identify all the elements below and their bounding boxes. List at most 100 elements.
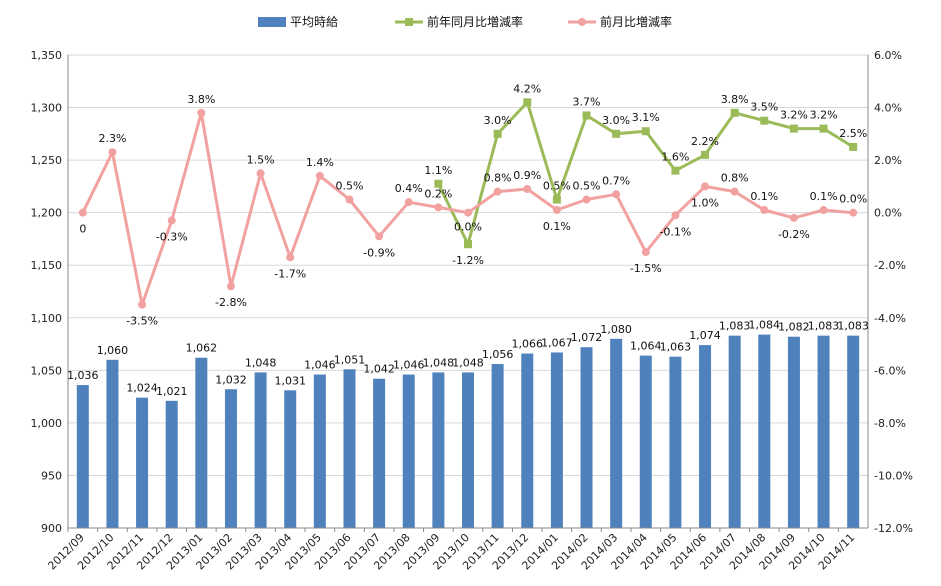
square-marker <box>849 142 858 151</box>
line-value-label: 4.2% <box>513 82 541 95</box>
bar-value-label: 1,046 <box>393 359 425 372</box>
circle-marker <box>701 182 710 191</box>
y-left-tick-label: 1,050 <box>31 364 63 377</box>
line-value-label: 0.5% <box>336 180 364 193</box>
bar-value-label: 1,066 <box>512 338 544 351</box>
circle-marker <box>286 253 295 262</box>
bar <box>165 400 178 528</box>
bar <box>313 374 326 528</box>
line-value-label: 0.5% <box>543 180 571 193</box>
square-marker <box>671 166 680 175</box>
square-marker <box>760 116 769 125</box>
line-value-label: 1.6% <box>661 151 689 164</box>
bar-value-label: 1,046 <box>304 359 336 372</box>
square-marker <box>730 108 739 117</box>
line-value-label: 0.7% <box>602 174 630 187</box>
bar-value-label: 1,021 <box>156 385 188 398</box>
circle-marker <box>138 300 147 309</box>
line-value-label: 0.0% <box>839 193 867 206</box>
circle-marker <box>315 171 324 180</box>
line-value-label: -1.7% <box>274 267 306 280</box>
circle-marker <box>789 213 798 222</box>
bar-value-label: 1,067 <box>541 336 573 349</box>
bar-value-label: 1,083 <box>808 320 840 333</box>
line-value-label: -0.9% <box>363 246 395 259</box>
bar <box>254 372 267 528</box>
bar-value-label: 1,080 <box>600 323 632 336</box>
line-value-label: 0.9% <box>513 169 541 182</box>
square-marker <box>612 129 621 138</box>
circle-marker <box>730 187 739 196</box>
circle-marker <box>493 187 502 196</box>
y-right-tick-label: 2.0% <box>874 154 902 167</box>
bar-value-label: 1,036 <box>67 369 99 382</box>
square-marker <box>641 127 650 136</box>
bar <box>76 385 89 528</box>
bar <box>550 352 563 528</box>
line-value-label: 0.1% <box>750 190 778 203</box>
circle-marker <box>226 282 235 291</box>
square-marker <box>523 98 532 107</box>
bar-value-label: 1,072 <box>571 331 603 344</box>
line-value-label: -3.5% <box>126 315 158 328</box>
circle-marker <box>345 195 354 204</box>
circle-marker <box>108 148 117 157</box>
square-marker <box>819 124 828 133</box>
bar <box>758 334 771 528</box>
bar <box>847 335 860 528</box>
legend-label: 前年同月比増減率 <box>427 14 523 29</box>
y-left-tick-label: 950 <box>41 469 62 482</box>
bar <box>284 390 297 528</box>
y-left-tick-label: 1,300 <box>31 102 63 115</box>
y-left-tick-label: 1,000 <box>31 417 63 430</box>
circle-marker <box>375 232 384 241</box>
bar <box>343 369 356 528</box>
line-value-label: 0 <box>79 223 86 236</box>
y-right-tick-label: 0.0% <box>874 207 902 220</box>
circle-marker <box>819 206 828 215</box>
circle-marker <box>404 198 413 207</box>
y-left-tick-label: 1,350 <box>31 49 63 62</box>
bar <box>817 335 830 528</box>
bar-value-label: 1,032 <box>215 373 247 386</box>
bar-value-label: 1,056 <box>482 348 514 361</box>
line-value-label: -0.3% <box>156 231 188 244</box>
circle-marker <box>78 208 87 217</box>
y-right-tick-label: -2.0% <box>874 259 906 272</box>
circle-marker <box>523 185 532 194</box>
circle-marker <box>760 206 769 215</box>
circle-marker <box>552 206 561 215</box>
y-right-tick-label: -12.0% <box>874 522 913 535</box>
line-value-label: 3.1% <box>632 111 660 124</box>
bar <box>373 378 386 528</box>
line-value-label: 0.1% <box>810 190 838 203</box>
bar-value-label: 1,083 <box>719 320 751 333</box>
circle-marker <box>582 195 591 204</box>
line-value-label: 0.4% <box>395 182 423 195</box>
bar <box>580 347 593 528</box>
legend: 平均時給 前年同月比増減率 前月比増減率 <box>258 14 672 29</box>
line-value-label: 3.5% <box>750 101 778 114</box>
y-right-tick-label: 6.0% <box>874 49 902 62</box>
line-value-label: 2.2% <box>691 135 719 148</box>
y-right-tick-label: -4.0% <box>874 312 906 325</box>
bar-value-label: 1,082 <box>778 321 810 334</box>
circle-marker <box>641 248 650 257</box>
bar <box>491 364 504 528</box>
y-left-tick-label: 1,100 <box>31 312 63 325</box>
bar <box>432 372 445 528</box>
line-value-label: 0.2% <box>424 187 452 200</box>
circle-marker <box>612 190 621 199</box>
legend-swatch-bar <box>258 17 286 27</box>
circle-marker <box>671 211 680 220</box>
line-value-label: -1.5% <box>630 262 662 275</box>
line-value-label: 1.1% <box>424 164 452 177</box>
bar <box>462 372 474 528</box>
bar <box>195 357 208 528</box>
bar <box>136 397 149 528</box>
square-marker <box>552 195 561 204</box>
line-value-label: 0.8% <box>721 172 749 185</box>
bar-value-label: 1,060 <box>97 344 129 357</box>
